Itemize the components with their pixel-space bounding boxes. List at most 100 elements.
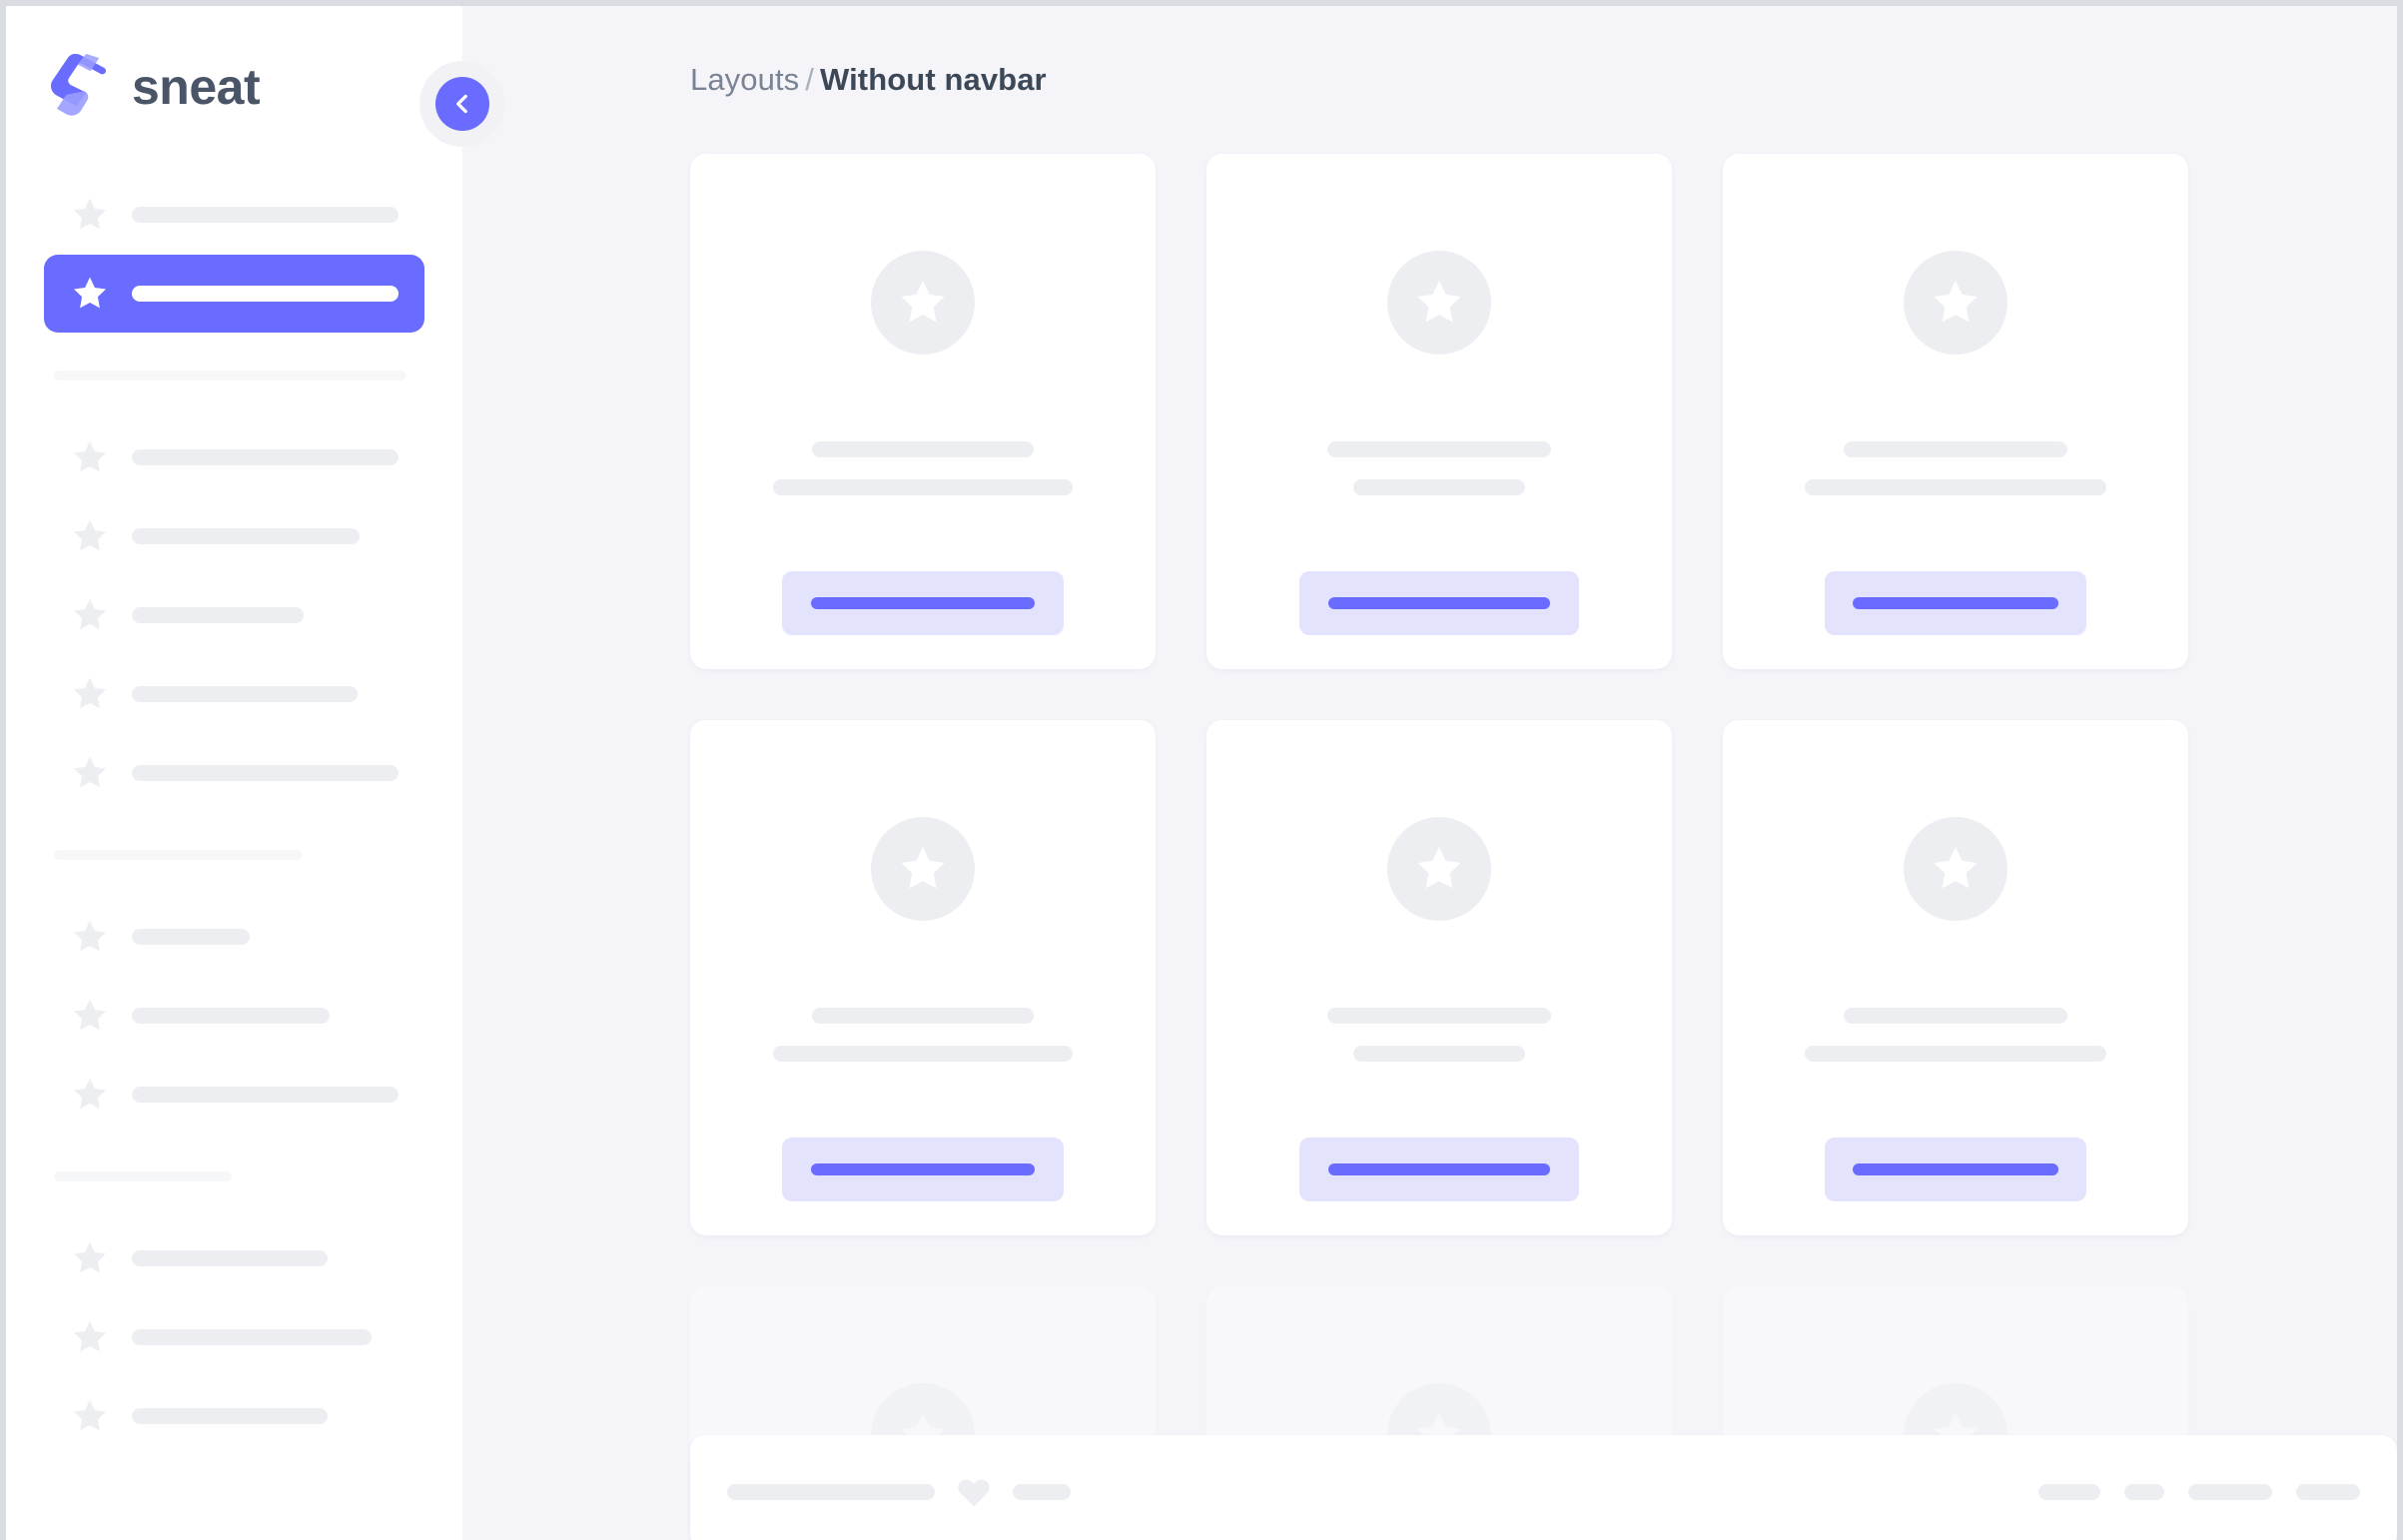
app-window: sneat Layouts / Without navbar [6,6,2397,1540]
sidebar-divider [54,850,302,860]
sidebar-menu-item-active[interactable] [44,255,424,333]
content-card[interactable] [1723,720,2188,1235]
card-text-placeholders [1206,441,1672,495]
avatar [1904,817,2007,921]
card-action-button[interactable] [1825,1138,2086,1201]
breadcrumb-separator: / [805,62,814,97]
footer-right-placeholder [2124,1484,2164,1500]
card-subtitle-placeholder [773,479,1073,495]
footer-left-group [727,1476,1071,1508]
card-text-placeholders [690,1008,1156,1062]
breadcrumb-parent[interactable]: Layouts [690,62,800,97]
card-title-placeholder [812,1008,1034,1024]
sidebar: sneat [6,6,505,1540]
sidebar-menu-item[interactable] [44,176,424,254]
footer-left-placeholder [1013,1484,1071,1500]
card-text-placeholders [690,441,1156,495]
sidebar-menu-item[interactable] [44,977,424,1055]
sidebar-menu-item[interactable] [44,1298,424,1376]
footer-bar [690,1435,2397,1540]
avatar [1387,817,1491,921]
star-icon [70,1238,110,1278]
content-card[interactable] [1206,154,1672,669]
sidebar-menu-item[interactable] [44,655,424,733]
card-text-placeholders [1206,1008,1672,1062]
sidebar-collapse-button[interactable] [419,61,505,147]
footer-right-placeholder [2188,1484,2272,1500]
card-action-button[interactable] [1299,571,1579,635]
star-icon [70,1317,110,1357]
star-icon [70,674,110,714]
sidebar-menu-item[interactable] [44,576,424,654]
content-card[interactable] [1723,154,2188,669]
sidebar-menu-item[interactable] [44,734,424,812]
star-icon [896,276,950,330]
footer-right-group [2038,1484,2360,1500]
star-icon [1929,842,1983,896]
card-title-placeholder [1327,1008,1551,1024]
sidebar-menu-item[interactable] [44,1056,424,1134]
chevron-left-icon [435,77,489,131]
sidebar-menu-item[interactable] [44,1219,424,1297]
card-subtitle-placeholder [1805,1046,2106,1062]
avatar [1387,251,1491,355]
breadcrumb: Layouts / Without navbar [462,6,2397,98]
star-icon [70,595,110,635]
card-subtitle-placeholder [1353,479,1525,495]
sidebar-menu-item-label-placeholder [132,286,399,302]
sidebar-menu-item[interactable] [44,898,424,976]
card-title-placeholder [1327,441,1551,457]
sidebar-menu-item-label-placeholder [132,686,358,702]
avatar [1904,251,2007,355]
card-action-button-label-placeholder [811,597,1035,609]
sidebar-divider [54,1171,232,1181]
card-action-button-label-placeholder [1853,597,2058,609]
brand-name: sneat [132,59,261,115]
brand[interactable]: sneat [44,6,424,168]
avatar [871,251,975,355]
star-icon [896,842,950,896]
card-action-button[interactable] [782,1138,1064,1201]
sidebar-menu-item-label-placeholder [132,607,304,623]
content-card[interactable] [1206,720,1672,1235]
sidebar-menu-item[interactable] [44,1377,424,1455]
card-title-placeholder [812,441,1034,457]
sidebar-menu-item-label-placeholder [132,765,399,781]
avatar [871,817,975,921]
sidebar-menu-item-label-placeholder [132,1329,372,1345]
content-area: Layouts / Without navbar [462,6,2397,1540]
star-icon [70,274,110,314]
star-icon [1412,842,1466,896]
card-subtitle-placeholder [773,1046,1073,1062]
sidebar-menu-item-label-placeholder [132,929,250,945]
card-action-button[interactable] [1825,571,2086,635]
card-subtitle-placeholder [1353,1046,1525,1062]
footer-right-placeholder [2296,1484,2360,1500]
sidebar-menu-item-label-placeholder [132,1008,330,1024]
sidebar-menu-item[interactable] [44,418,424,496]
content-card[interactable] [690,154,1156,669]
sidebar-menu [44,168,424,1455]
sneat-logo-icon [50,54,112,120]
card-title-placeholder [1844,441,2067,457]
card-action-button-label-placeholder [811,1163,1035,1175]
card-action-button[interactable] [782,571,1064,635]
sidebar-menu-item-label-placeholder [132,207,399,223]
card-action-button[interactable] [1299,1138,1579,1201]
star-icon [70,437,110,477]
star-icon [70,516,110,556]
sidebar-menu-item-label-placeholder [132,528,360,544]
sidebar-menu-item-label-placeholder [132,1408,328,1424]
card-action-button-label-placeholder [1328,597,1550,609]
card-title-placeholder [1844,1008,2067,1024]
card-text-placeholders [1723,441,2188,495]
content-card[interactable] [690,720,1156,1235]
star-icon [70,195,110,235]
sidebar-divider [54,371,405,381]
heart-icon [957,1476,991,1508]
footer-left-placeholder [727,1484,935,1500]
sidebar-menu-item[interactable] [44,497,424,575]
star-icon [70,753,110,793]
footer-right-placeholder [2038,1484,2100,1500]
card-action-button-label-placeholder [1328,1163,1550,1175]
